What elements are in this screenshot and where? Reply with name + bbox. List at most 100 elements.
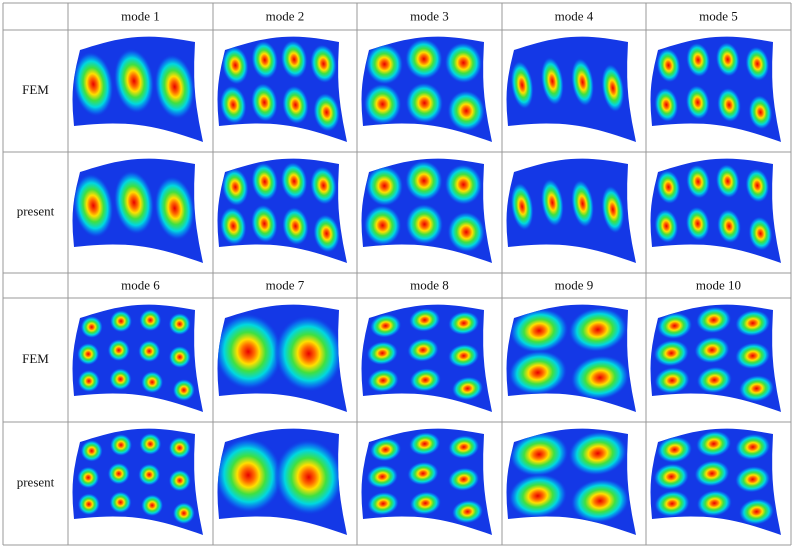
lobe bbox=[405, 203, 444, 245]
lobe bbox=[656, 436, 693, 464]
lobe bbox=[734, 309, 771, 337]
lobe bbox=[77, 369, 101, 393]
lobe bbox=[363, 204, 402, 247]
lobe bbox=[366, 341, 399, 366]
lobe bbox=[738, 374, 775, 403]
mode-header: mode 2 bbox=[266, 8, 305, 23]
lobe bbox=[653, 463, 690, 491]
lobe bbox=[716, 87, 742, 123]
lobe bbox=[654, 208, 679, 244]
lobe bbox=[107, 462, 131, 485]
lobe bbox=[76, 466, 100, 489]
lobe bbox=[447, 467, 480, 492]
lobe bbox=[745, 46, 770, 82]
mode-header: mode 7 bbox=[266, 277, 305, 292]
mode-shape bbox=[507, 306, 630, 401]
row-label: FEM bbox=[22, 351, 49, 366]
lobe bbox=[510, 182, 534, 231]
lobe bbox=[274, 438, 344, 516]
lobe bbox=[219, 206, 247, 246]
lobe bbox=[221, 167, 250, 207]
lobe bbox=[507, 473, 568, 519]
lobe bbox=[154, 175, 196, 241]
lobe bbox=[696, 489, 733, 517]
row-label: FEM bbox=[22, 82, 49, 97]
lobe bbox=[509, 307, 569, 354]
lobe bbox=[716, 208, 742, 244]
lobe bbox=[570, 57, 595, 107]
lobe bbox=[405, 82, 444, 124]
mode-shape bbox=[366, 307, 484, 401]
lobe bbox=[509, 431, 569, 477]
lobe bbox=[654, 490, 691, 518]
lobe bbox=[693, 336, 731, 364]
lobe bbox=[745, 168, 770, 203]
mode-shape bbox=[363, 38, 486, 132]
mode-shape bbox=[653, 306, 775, 403]
lobe bbox=[281, 206, 310, 246]
lobe bbox=[653, 339, 690, 367]
lobe bbox=[309, 166, 338, 206]
lobe bbox=[404, 38, 444, 80]
lobe bbox=[72, 173, 114, 239]
lobe bbox=[221, 45, 250, 86]
lobe bbox=[734, 342, 771, 370]
mode-shape bbox=[217, 312, 344, 393]
lobe bbox=[80, 315, 104, 339]
lobe bbox=[281, 85, 310, 125]
lobe bbox=[567, 430, 628, 476]
lobe bbox=[172, 378, 196, 402]
lobe bbox=[250, 204, 279, 244]
lobe bbox=[250, 82, 279, 123]
lobe bbox=[251, 40, 279, 80]
lobe bbox=[138, 308, 162, 332]
lobe bbox=[654, 366, 691, 395]
lobe bbox=[168, 345, 192, 369]
lobe bbox=[570, 179, 595, 229]
lobe bbox=[447, 434, 480, 460]
lobe bbox=[369, 437, 402, 462]
lobe bbox=[447, 211, 486, 253]
lobe bbox=[447, 89, 486, 132]
lobe bbox=[406, 337, 440, 363]
mode-header: mode 9 bbox=[555, 277, 594, 292]
plate bbox=[72, 428, 203, 535]
lobe bbox=[654, 87, 679, 123]
lobe bbox=[734, 433, 771, 461]
lobe bbox=[406, 461, 440, 486]
lobe bbox=[168, 469, 192, 492]
lobe bbox=[656, 47, 681, 83]
lobe bbox=[695, 430, 732, 458]
mode-shape bbox=[76, 308, 196, 402]
lobe bbox=[367, 368, 400, 393]
lobe bbox=[734, 465, 771, 493]
lobe bbox=[738, 498, 775, 526]
lobe bbox=[507, 349, 568, 396]
lobe bbox=[172, 502, 196, 525]
mode-header: mode 10 bbox=[696, 277, 741, 292]
lobe bbox=[656, 312, 693, 340]
lobe bbox=[72, 51, 114, 118]
lobe bbox=[656, 169, 681, 205]
lobe bbox=[168, 312, 192, 336]
lobe bbox=[280, 161, 308, 201]
mode-header: mode 4 bbox=[555, 8, 594, 23]
mode-shape bbox=[510, 56, 625, 113]
lobe bbox=[251, 162, 279, 202]
lobe bbox=[80, 439, 104, 463]
lobe bbox=[363, 83, 402, 126]
lobe bbox=[685, 206, 710, 242]
lobe bbox=[451, 376, 484, 401]
lobe bbox=[309, 44, 338, 84]
lobe bbox=[137, 339, 161, 363]
plate bbox=[72, 304, 203, 412]
row-label: present bbox=[17, 203, 55, 218]
plate bbox=[506, 158, 636, 263]
mode-shape bbox=[654, 163, 773, 251]
lobe bbox=[137, 463, 161, 486]
mode-header: mode 1 bbox=[121, 8, 160, 23]
lobe bbox=[217, 312, 283, 391]
lobe bbox=[540, 178, 565, 228]
lobe bbox=[76, 342, 100, 366]
